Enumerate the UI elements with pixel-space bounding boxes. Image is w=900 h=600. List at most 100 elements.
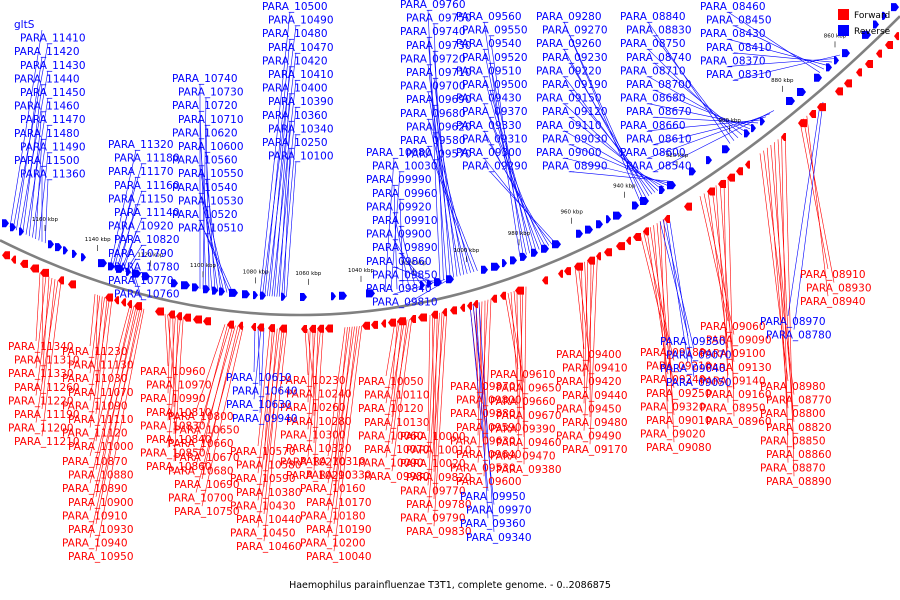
gene-label[interactable]: PARA_10810 [146, 407, 212, 419]
gene-label[interactable]: PARA_10740 [172, 73, 238, 85]
gene-label[interactable]: PARA_10720 [172, 100, 238, 112]
gene-label[interactable]: PARA_10530 [178, 195, 244, 207]
gene-label[interactable]: PARA_10900 [68, 497, 134, 509]
gene-label[interactable]: PARA_10630 [226, 399, 292, 411]
gene-label[interactable]: PARA_10840 [146, 434, 212, 446]
gene-label[interactable]: PARA_09860 [366, 256, 432, 268]
gene-label[interactable]: PARA_08710 [620, 65, 686, 77]
gene-label[interactable]: PARA_09750 [406, 13, 472, 25]
gene-label[interactable]: PARA_09680 [400, 108, 466, 120]
gene-label[interactable]: PARA_08850 [760, 435, 826, 447]
gene-label[interactable]: PARA_09250 [646, 388, 712, 400]
gene-label[interactable]: PARA_10820 [114, 234, 180, 246]
gene-label[interactable]: PARA_09320 [640, 401, 706, 413]
gene-label[interactable]: PARA_10870 [62, 456, 128, 468]
gene-label[interactable]: PARA_09520 [462, 52, 528, 64]
gene-label[interactable]: PARA_09300 [456, 147, 522, 159]
gene-label[interactable]: PARA_10790 [108, 248, 174, 260]
gene-label[interactable]: PARA_09360 [460, 518, 526, 530]
gene-label[interactable]: PARA_10590 [230, 473, 296, 485]
gene-label[interactable]: PARA_09050 [666, 377, 732, 389]
gene-label[interactable]: PARA_11000 [68, 441, 134, 453]
gene-label[interactable]: PARA_09950 [460, 491, 526, 503]
gene-label[interactable]: PARA_10990 [140, 393, 206, 405]
gene-label[interactable]: PARA_09620 [406, 121, 472, 133]
gene-label[interactable]: PARA_11150 [108, 193, 174, 205]
gene-label[interactable]: PARA_09060 [700, 321, 766, 333]
gene-label[interactable]: PARA_08740 [626, 52, 692, 64]
gene-label[interactable]: PARA_11330 [8, 368, 74, 380]
gene-label[interactable]: PARA_09530 [450, 463, 516, 475]
gene-label[interactable]: PARA_09350 [660, 336, 726, 348]
gene-label[interactable]: PARA_10330 [306, 470, 372, 482]
gene-label[interactable]: PARA_11200 [8, 423, 74, 435]
gene-label[interactable]: PARA_09150 [536, 93, 602, 105]
gene-label[interactable]: PARA_08460 [700, 1, 766, 13]
gene-label[interactable]: PARA_11360 [20, 169, 86, 181]
gene-label[interactable]: PARA_09070 [666, 350, 732, 362]
gene-label[interactable]: PARA_09590 [456, 422, 522, 434]
gene-label[interactable]: PARA_09870 [450, 381, 516, 393]
gene-label[interactable]: PARA_10770 [108, 275, 174, 287]
gene-label[interactable]: PARA_09650 [496, 383, 562, 395]
gene-label[interactable]: PARA_10940 [62, 538, 128, 550]
gene-label[interactable]: PARA_10660 [168, 438, 234, 450]
gene-label[interactable]: PARA_10500 [262, 1, 328, 13]
gene-label[interactable]: PARA_10730 [178, 87, 244, 99]
gene-label[interactable]: PARA_08860 [766, 449, 832, 461]
gene-label[interactable]: PARA_11310 [14, 355, 80, 367]
gene-label[interactable]: PARA_10640 [232, 386, 298, 398]
gene-label[interactable]: PARA_09910 [372, 215, 438, 227]
gene-label[interactable]: PARA_11190 [14, 409, 80, 421]
gene-label[interactable]: PARA_10850 [140, 448, 206, 460]
gene-label[interactable]: PARA_10300 [280, 429, 346, 441]
gene-label[interactable]: PARA_10710 [178, 114, 244, 126]
gene-label[interactable]: PARA_11460 [14, 101, 80, 113]
gene-label[interactable]: PARA_11170 [108, 166, 174, 178]
gene-label[interactable]: PARA_10570 [230, 446, 296, 458]
gene-label[interactable]: PARA_10490 [268, 15, 334, 27]
gene-label[interactable]: PARA_09210 [646, 361, 712, 373]
gene-label[interactable]: PARA_11470 [20, 114, 86, 126]
gene-label[interactable]: PARA_09100 [700, 348, 766, 360]
gene-label[interactable]: PARA_10390 [268, 96, 334, 108]
gene-label[interactable]: PARA_08830 [626, 25, 692, 37]
gene-label[interactable]: PARA_09770 [400, 485, 466, 497]
gene-label[interactable]: PARA_09280 [536, 11, 602, 23]
gene-label[interactable]: PARA_10960 [140, 366, 206, 378]
gene-label[interactable]: PARA_10000 [400, 431, 466, 443]
gene-label[interactable]: PARA_10650 [174, 425, 240, 437]
gene-label[interactable]: PARA_11440 [14, 73, 80, 85]
gene-label[interactable]: PARA_09810 [372, 297, 438, 309]
gene-label[interactable]: PARA_10780 [114, 261, 180, 273]
gene-label[interactable]: PARA_09480 [562, 417, 628, 429]
gene-label[interactable]: PARA_09710 [406, 67, 472, 79]
gene-label[interactable]: PARA_08800 [760, 408, 826, 420]
gene-label[interactable]: PARA_08940 [800, 296, 866, 308]
gene-label[interactable]: PARA_09630 [450, 435, 516, 447]
gene-label[interactable]: PARA_10020 [400, 458, 466, 470]
gene-label[interactable]: PARA_09840 [366, 283, 432, 295]
gene-label[interactable]: PARA_08680 [620, 93, 686, 105]
gene-label[interactable]: PARA_09730 [406, 40, 472, 52]
gene-label[interactable]: PARA_08450 [706, 15, 772, 27]
gene-label[interactable]: PARA_09160 [706, 389, 772, 401]
gene-label[interactable]: PARA_10410 [268, 69, 334, 81]
gene-label[interactable]: PARA_09080 [646, 442, 712, 454]
gene-label[interactable]: PARA_10270 [280, 457, 346, 469]
gene-label[interactable]: PARA_09920 [366, 201, 432, 213]
gene-label[interactable]: PARA_09670 [496, 410, 562, 422]
gene-label[interactable]: PARA_11180 [114, 153, 180, 165]
gene-label[interactable]: PARA_08930 [806, 283, 872, 295]
gene-label[interactable]: PARA_09380 [496, 464, 562, 476]
gene-label[interactable]: PARA_09940 [232, 413, 298, 425]
gene-label[interactable]: PARA_10080 [366, 147, 432, 159]
gene-label[interactable]: PARA_10230 [280, 375, 346, 387]
gene-label[interactable]: PARA_10670 [174, 452, 240, 464]
gene-label[interactable]: PARA_10680 [168, 465, 234, 477]
gene-label[interactable]: PARA_11320 [108, 139, 174, 151]
gene-label[interactable]: PARA_10060 [358, 430, 424, 442]
gene-label[interactable]: PARA_11120 [62, 428, 128, 440]
gene-label[interactable]: PARA_11480 [14, 128, 80, 140]
gene-label[interactable]: PARA_09460 [496, 437, 562, 449]
